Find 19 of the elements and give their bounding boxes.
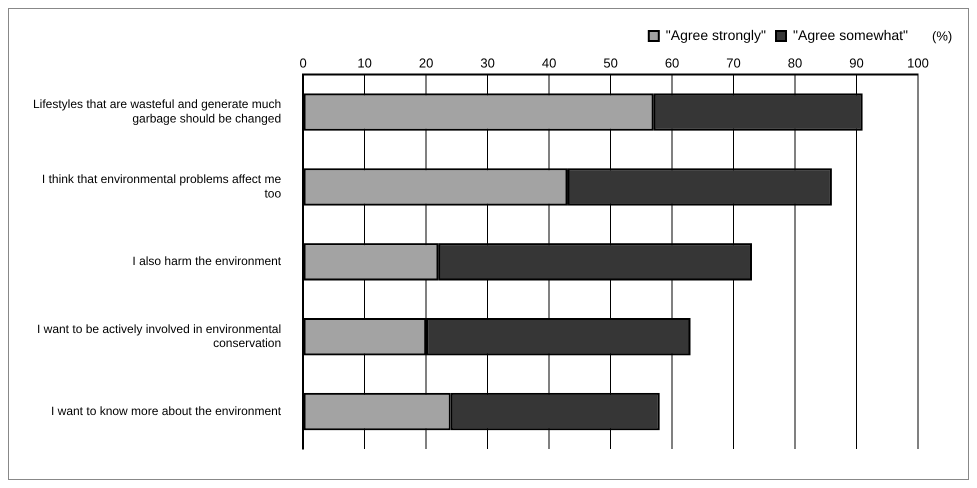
x-tick-label: 40 — [542, 55, 556, 70]
x-tick-label: 0 — [300, 55, 307, 70]
x-axis-title: (%) — [932, 28, 952, 44]
x-tick-label: 20 — [418, 55, 434, 70]
x-tick-label: 50 — [603, 55, 618, 70]
x-tick-label: 90 — [849, 55, 864, 70]
y-tick-label: I also harm the environment — [132, 254, 282, 268]
y-tick-label: I think that environmental problems affect me too — [42, 172, 282, 200]
x-tick-label: 70 — [726, 55, 741, 70]
y-tick-label: I want to know more about the environment — [51, 404, 282, 418]
x-tick-label: 30 — [480, 55, 495, 70]
legend-label: "Agree strongly" — [666, 26, 766, 43]
y-tick-label: I want to be actively involved in environmental conservation — [37, 322, 282, 350]
x-tick-label: 80 — [788, 55, 802, 70]
x-tick-label: 60 — [664, 55, 680, 70]
legend-label: "Agree somewhat" — [793, 26, 908, 43]
x-tick-label: 10 — [357, 55, 372, 70]
y-tick-label: Lifestyles that are wasteful and generate much garbage should be changed — [32, 97, 282, 126]
x-tick-label: 100 — [907, 55, 929, 70]
